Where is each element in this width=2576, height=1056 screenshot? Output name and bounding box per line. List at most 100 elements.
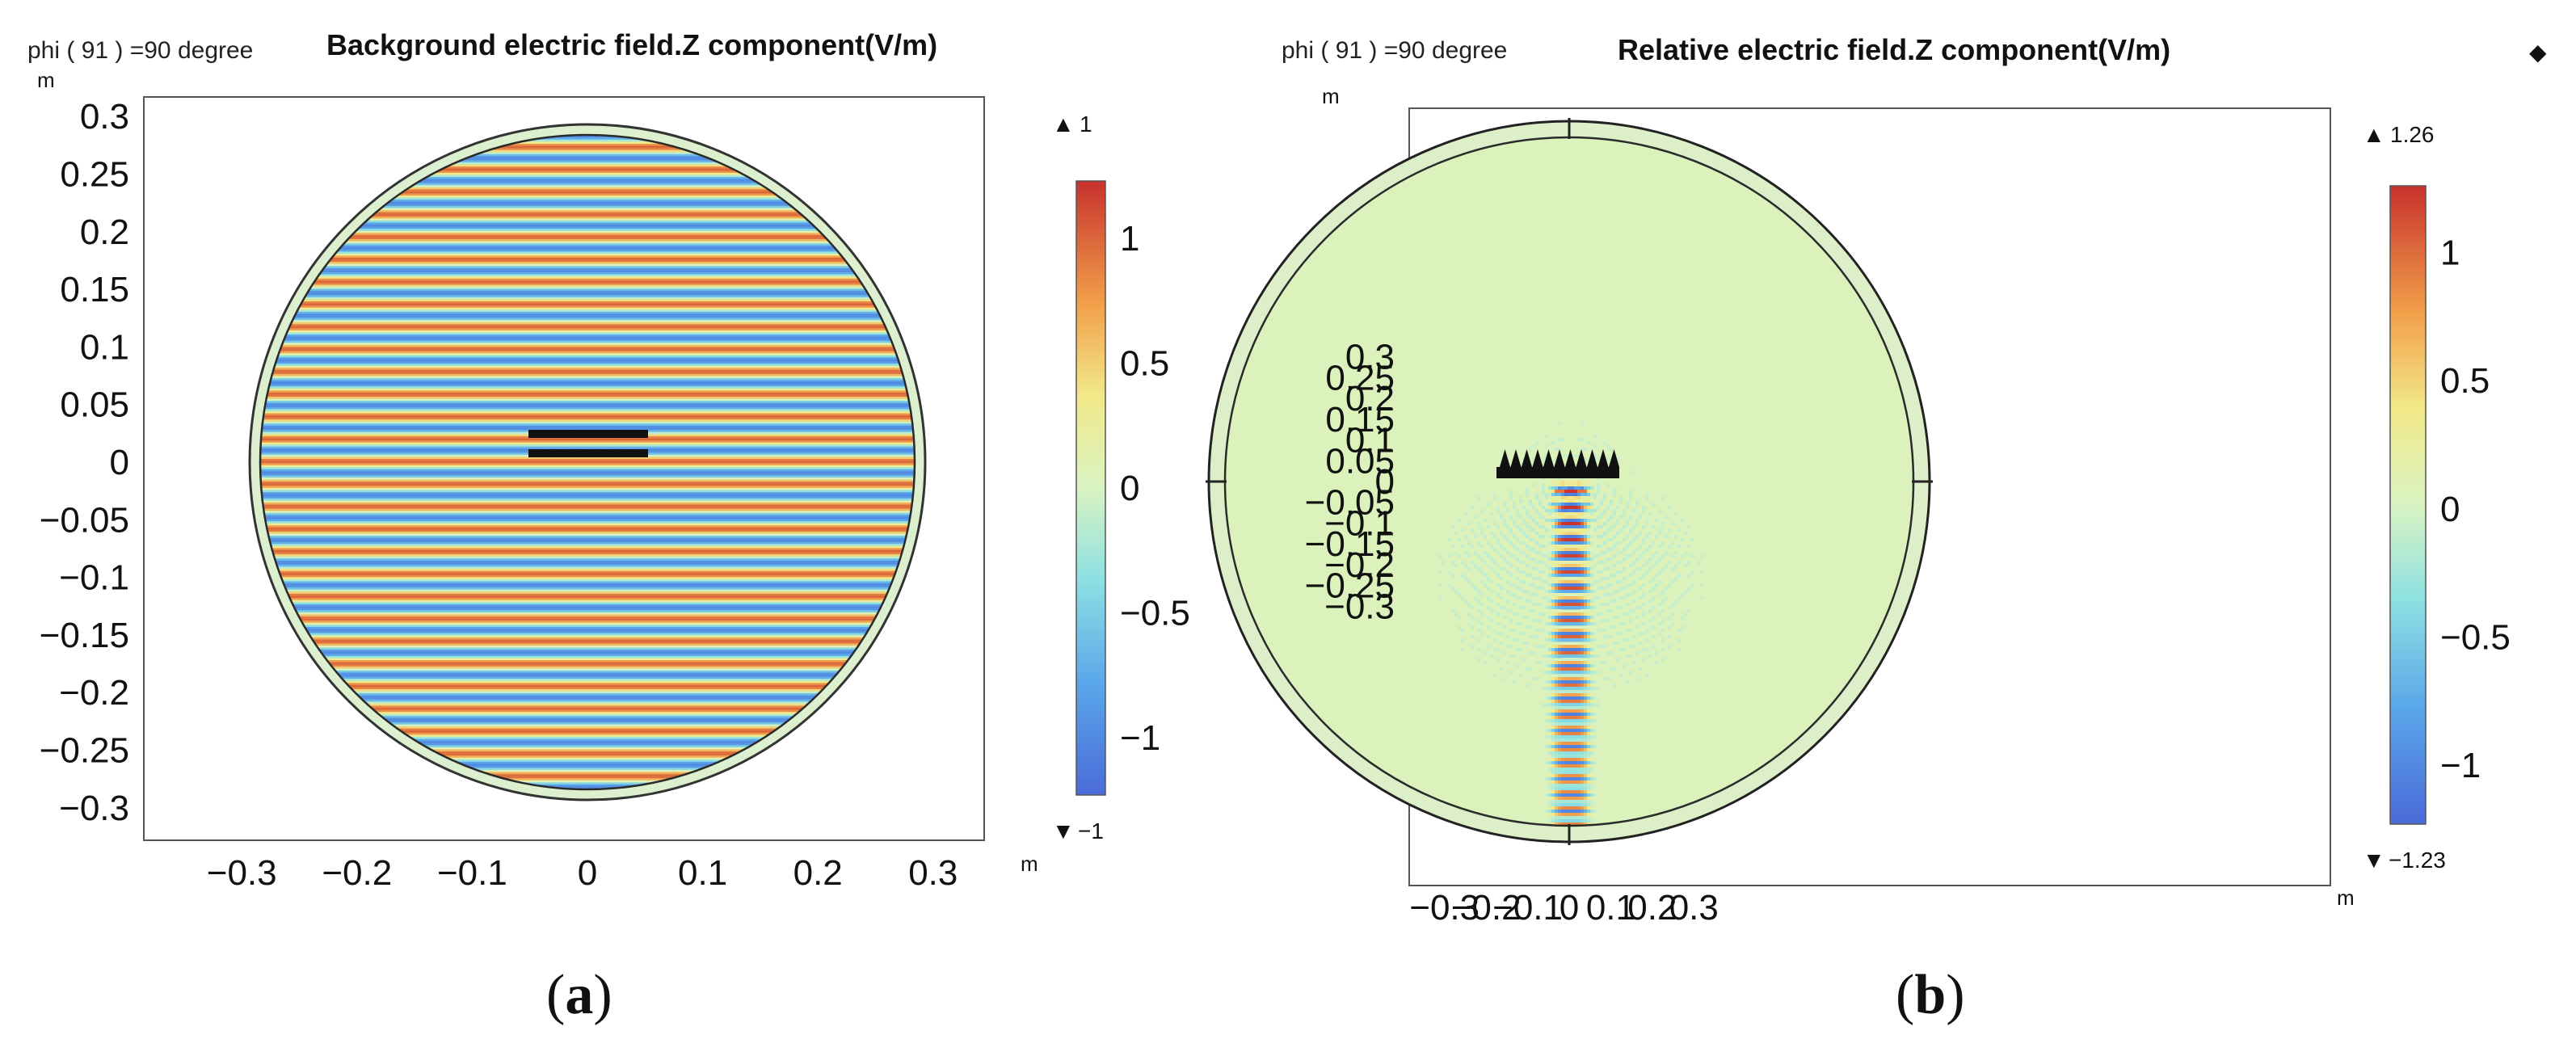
array-element — [555, 449, 565, 457]
panel-b-x-axis: −0.3 −0.2 −0.1 0 0.1 0.2 0.3 — [1409, 888, 1719, 928]
colorbar-tick-label: −0.5 — [1120, 593, 1190, 633]
panel-b-array-bar — [1496, 467, 1619, 478]
panel-a-parameter-label: phi ( 91 ) =90 degree — [27, 37, 253, 64]
array-element — [566, 449, 577, 457]
x-tick-label: 0 — [1559, 888, 1579, 928]
x-tick-label: 0.2 — [1627, 888, 1677, 928]
y-tick-label: 0.25 — [1325, 358, 1395, 398]
array-element — [1510, 449, 1522, 467]
array-element — [566, 430, 577, 438]
colorbar-tick-label: 0.5 — [2440, 361, 2490, 401]
array-element — [579, 449, 588, 457]
array-element — [637, 430, 647, 438]
colorbar-max-arrow-icon: ▲ — [2363, 122, 2385, 147]
panel-a-x-unit: m — [1021, 852, 1038, 876]
export-icon[interactable]: ◆ — [2529, 40, 2547, 65]
array-element — [532, 449, 541, 457]
array-element — [590, 449, 600, 457]
panel-b-y-axis: 0.3 0.25 0.2 0.15 0.1 0.05 0 −0.05 −0.1 … — [1305, 338, 1395, 627]
panel-b-caption: (b) — [1896, 964, 1965, 1026]
array-element — [543, 430, 554, 438]
panel-b-colorbar-gradient — [2389, 185, 2427, 825]
colorbar-tick-label: 0 — [2440, 490, 2460, 529]
y-tick-label: −0.3 — [1324, 587, 1395, 626]
x-tick-label: −0.2 — [322, 853, 392, 893]
y-tick-label: 0.2 — [1345, 379, 1395, 419]
panel-a-array-bar-top — [528, 430, 648, 438]
colorbar-tick-label: 1 — [1120, 219, 1139, 259]
array-element — [1522, 449, 1532, 467]
array-element — [579, 430, 588, 438]
x-tick-label: 0.2 — [793, 853, 843, 893]
array-element — [532, 430, 541, 438]
y-tick-label: −0.05 — [40, 500, 129, 540]
array-element — [625, 430, 635, 438]
panel-b: phi ( 91 ) =90 degree Relative electric … — [1206, 33, 2547, 1026]
y-tick-label: 0.05 — [1325, 441, 1395, 481]
panel-a-array-bar-bottom — [528, 449, 648, 457]
colorbar-tick-label: −0.5 — [2440, 617, 2511, 657]
colorbar-min-arrow-icon: ▼ — [2363, 848, 2385, 873]
panel-a-domain-boundary — [259, 133, 916, 791]
x-tick-label: −0.1 — [1492, 888, 1563, 928]
x-tick-label: −0.3 — [207, 853, 277, 893]
panel-a-antenna-array — [528, 430, 648, 457]
panel-b-y-unit: m — [1322, 84, 1340, 108]
panel-a-colorbar-max: 1 — [1080, 111, 1092, 137]
array-element — [1565, 449, 1576, 467]
panel-b-colorbar: ▲ 1.26 1 0.5 0 −0.5 −1 ▼ −1.23 — [2363, 122, 2511, 873]
y-tick-label: −0.05 — [1305, 483, 1395, 523]
panel-a-title: Background electric field.Z component(V/… — [326, 28, 937, 61]
panel-a-colorbar-gradient — [1075, 180, 1106, 796]
y-tick-label: 0 — [1375, 462, 1395, 502]
panel-a-y-unit: m — [37, 68, 55, 92]
colorbar-tick-label: −1 — [2440, 746, 2481, 785]
panel-a-colorbar: ▲ 1 1 0.5 0 −0.5 −1 ▼ −1 — [1052, 111, 1190, 844]
y-tick-label: 0.15 — [1325, 400, 1395, 440]
colorbar-tick-label: 0 — [1120, 469, 1139, 508]
panel-a-field — [260, 135, 915, 789]
panel-b-colorbar-min: −1.23 — [2389, 848, 2446, 873]
panel-b-title: Relative electric field.Z component(V/m) — [1618, 33, 2170, 66]
y-tick-label: −0.25 — [1305, 566, 1395, 606]
panel-a-colorbar-min: −1 — [1078, 818, 1104, 844]
array-element — [590, 430, 600, 438]
array-element — [1576, 449, 1587, 467]
panel-b-boundary-markers — [1206, 118, 1933, 845]
y-tick-label: −0.25 — [40, 730, 129, 770]
panel-b-antenna-array — [1496, 449, 1619, 478]
y-tick-label: −0.3 — [59, 789, 129, 828]
y-tick-label: 0 — [110, 443, 129, 482]
colorbar-max-arrow-icon: ▲ — [1052, 111, 1075, 137]
x-tick-label: −0.3 — [1409, 888, 1480, 928]
array-element — [543, 449, 554, 457]
y-tick-label: −0.1 — [59, 558, 129, 598]
y-tick-label: 0.2 — [80, 212, 129, 252]
panel-b-colorbar-max: 1.26 — [2390, 122, 2435, 147]
panel-a-caption-letter: a — [565, 964, 593, 1026]
y-tick-label: 0.3 — [1345, 338, 1395, 377]
y-tick-label: −0.15 — [1305, 524, 1395, 564]
y-tick-label: 0.05 — [60, 385, 129, 425]
y-tick-label: 0.15 — [60, 270, 129, 309]
panel-a: phi ( 91 ) =90 degree Background electri… — [27, 28, 1190, 1026]
panel-a-x-axis: −0.3 −0.2 −0.1 0 0.1 0.2 0.3 — [207, 853, 958, 893]
array-element — [613, 430, 624, 438]
panel-a-caption: (a) — [546, 964, 612, 1026]
panel-b-caption-letter: b — [1914, 964, 1946, 1026]
y-tick-label: 0.1 — [80, 327, 129, 367]
x-tick-label: −0.2 — [1451, 888, 1522, 928]
array-element — [1609, 449, 1619, 467]
panel-b-parameter-label: phi ( 91 ) =90 degree — [1282, 37, 1507, 64]
x-tick-label: 0.3 — [1669, 888, 1719, 928]
y-tick-label: −0.1 — [1324, 503, 1395, 543]
array-element — [1532, 449, 1543, 467]
array-element — [625, 449, 635, 457]
panel-b-field — [1225, 137, 1913, 826]
array-element — [1543, 449, 1554, 467]
array-element — [602, 430, 612, 438]
array-element — [1587, 449, 1597, 467]
y-tick-label: −0.2 — [1324, 545, 1395, 585]
y-tick-label: −0.2 — [59, 673, 129, 713]
